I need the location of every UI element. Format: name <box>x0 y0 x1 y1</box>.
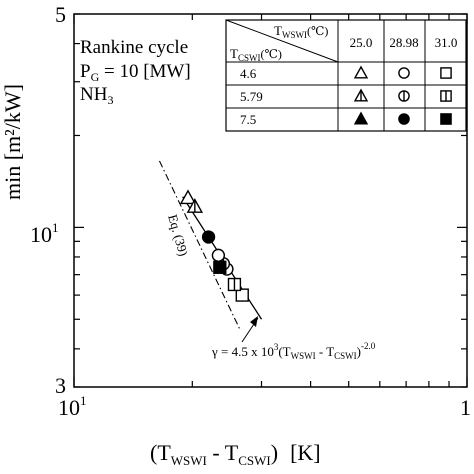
legend-marker-circle-open <box>398 67 410 79</box>
y-tick-label-3: 3 <box>55 373 66 398</box>
data-point-square-half <box>227 277 242 292</box>
legend-markers <box>353 65 452 125</box>
legend-marker-square-open <box>440 67 452 79</box>
legend-row-label: 7.5 <box>240 112 256 127</box>
legend-corner-top: TWSWI(℃) <box>274 23 328 40</box>
legend-row-label: 5.79 <box>240 89 263 104</box>
legend-marker-circle-half <box>398 90 410 102</box>
legend-diagonal <box>225 19 339 63</box>
legend-col-header: 31.0 <box>435 35 458 50</box>
y-tick-label-5: 5 <box>55 2 66 27</box>
legend-corner-bottom: TCSWI(℃) <box>230 46 282 63</box>
legend-table-frame <box>225 19 467 132</box>
y-axis-label: min [m²/kW] <box>0 84 25 200</box>
data-point-circle-filled <box>201 230 216 244</box>
legend-col-header: 28.98 <box>389 35 418 50</box>
data-point-circle-open <box>211 248 226 262</box>
x-tick-label-100: 1 <box>460 395 471 420</box>
legend-col-header: 25.0 <box>350 35 373 50</box>
legend-marker-triangle-filled <box>353 111 369 125</box>
legend-table: TWSWI(℃) TCSWI(℃) 25.0 28.98 31.0 4.6 5.… <box>225 19 467 132</box>
legend-marker-triangle-open <box>353 65 369 79</box>
annotation-cycle: Rankine cycle <box>80 37 188 58</box>
x-axis-label: (TWSWI - TCSWI) [K] <box>150 440 321 468</box>
fit-arrowhead <box>250 316 258 327</box>
legend-marker-circle-filled <box>398 113 410 125</box>
legend-marker-square-half <box>440 90 452 102</box>
plot-frame <box>73 13 468 388</box>
data-point-triangle-open <box>179 189 197 205</box>
data-point-square-open <box>235 288 249 302</box>
y-tick-label-10: 101 <box>30 220 59 247</box>
x-tick-label-10: 101 <box>58 393 87 420</box>
annotation-power: PG = 10 [MW] <box>80 61 191 84</box>
annotation-fluid: NH3 <box>80 84 113 107</box>
data-point-triangle-half <box>186 198 204 213</box>
legend-marker-square-filled <box>440 113 452 125</box>
legend-marker-triangle-half <box>353 88 369 102</box>
data-points <box>179 189 249 302</box>
eq39-line <box>158 160 241 331</box>
legend-row-label: 4.6 <box>240 66 257 81</box>
data-point-square-filled <box>213 260 227 274</box>
fit-label: γ = 4.5 x 103(TWSWI - TCSWI)-2.0 <box>211 341 376 361</box>
